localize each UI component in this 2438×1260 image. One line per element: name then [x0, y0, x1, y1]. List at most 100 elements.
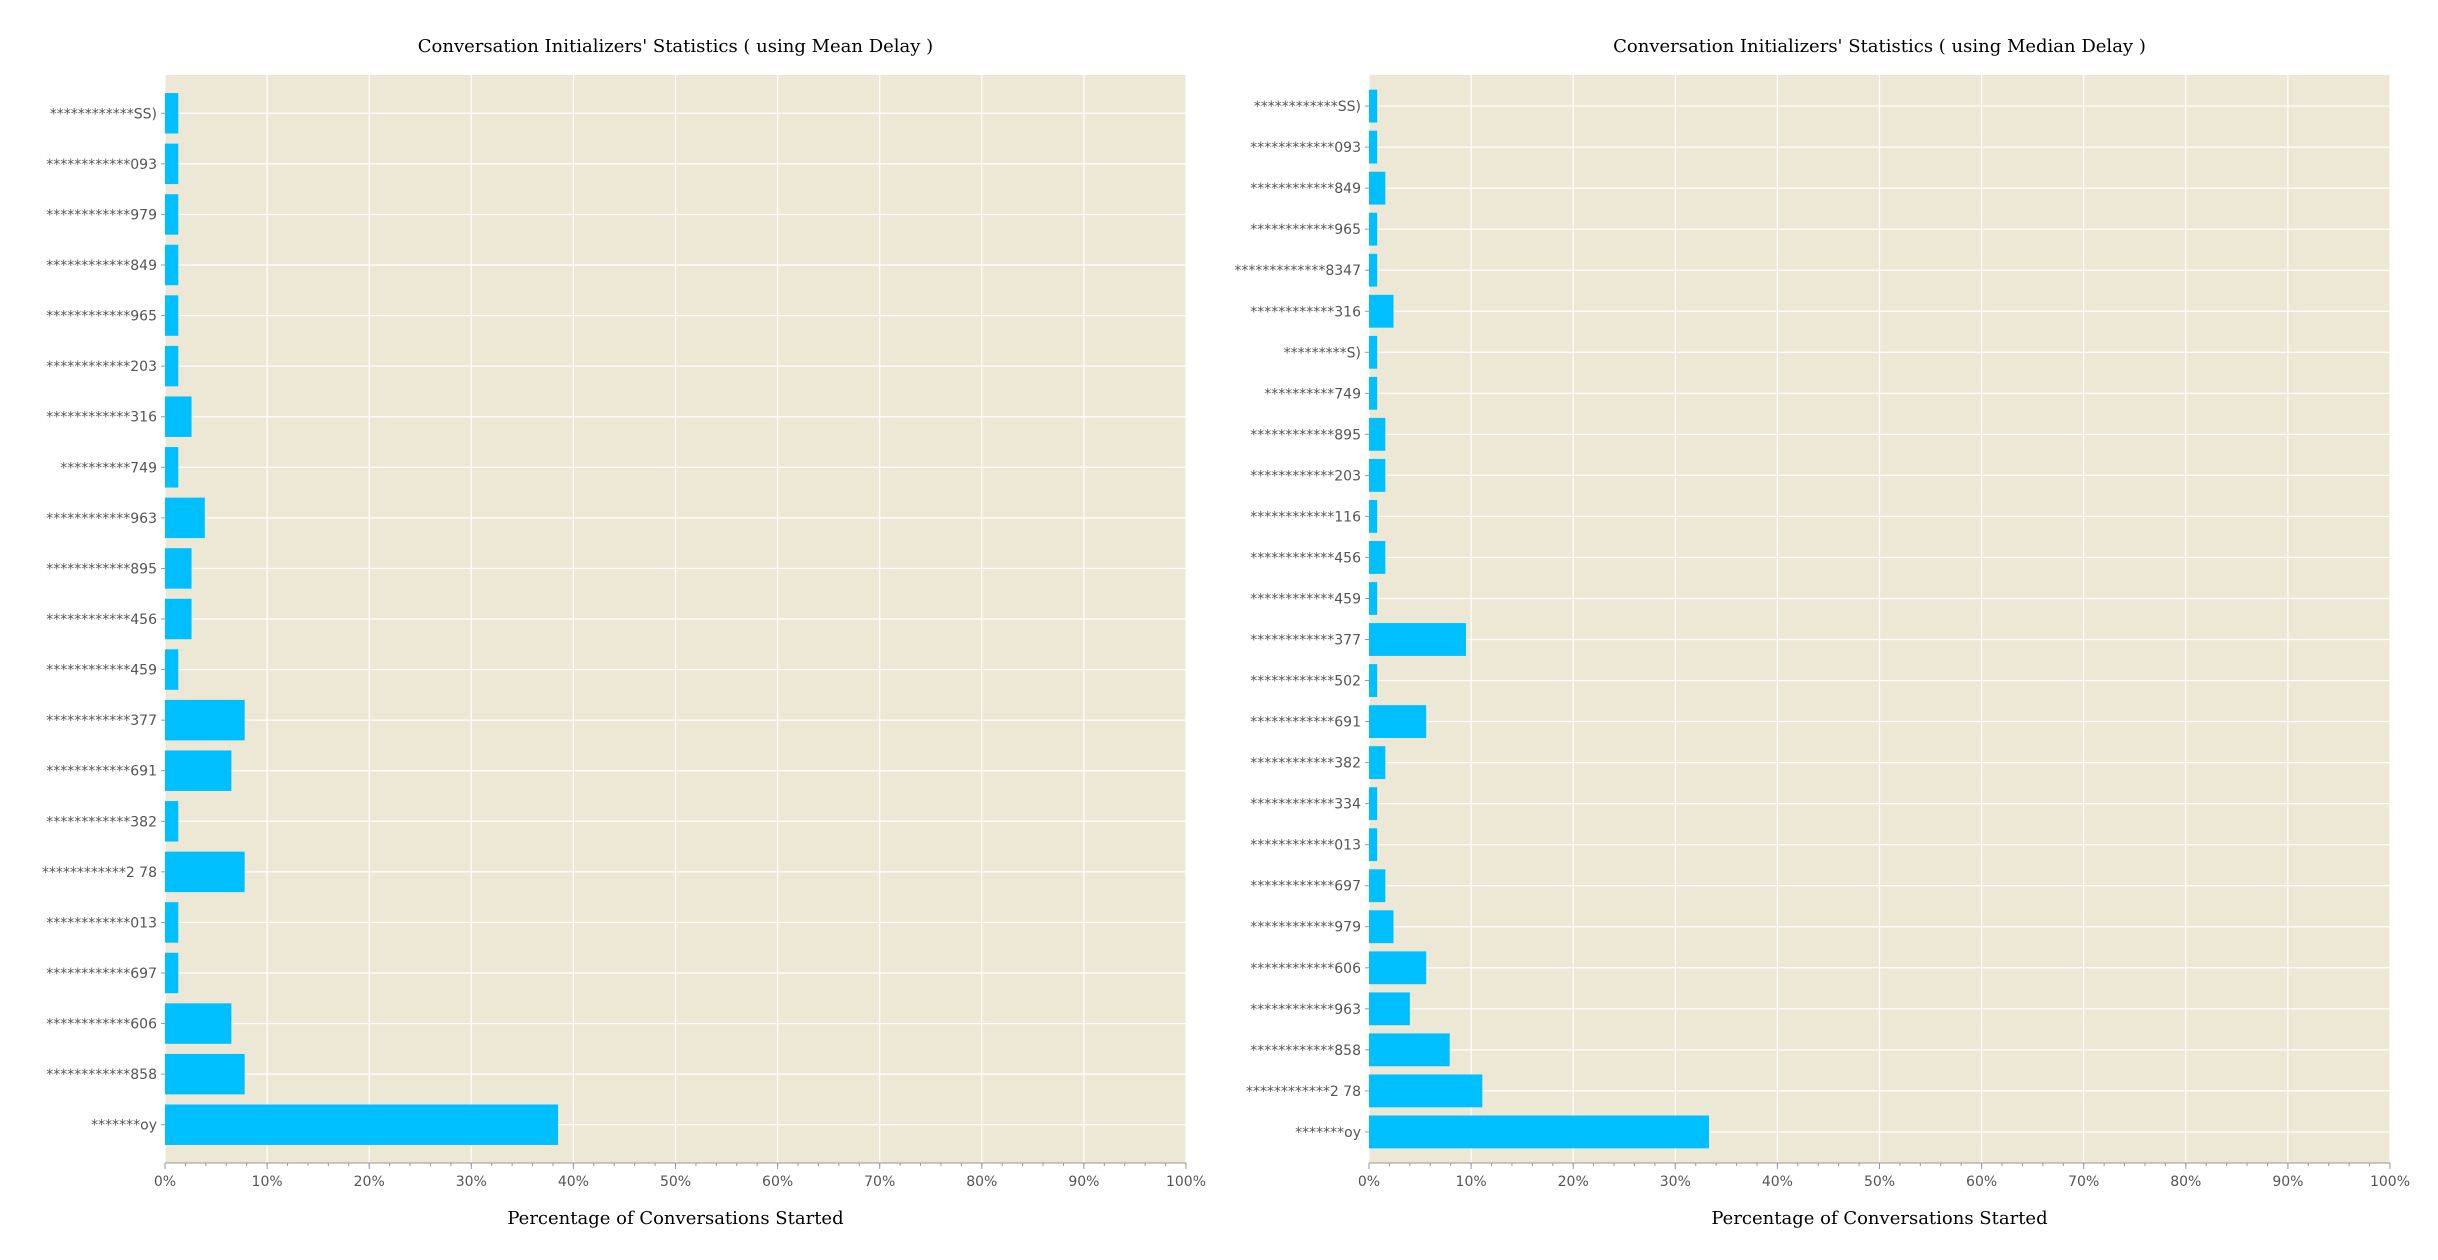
- bar: [1369, 869, 1386, 903]
- bar: [1369, 253, 1378, 287]
- bar: [1369, 458, 1386, 492]
- y-tick-label: ************116: [1250, 509, 1361, 525]
- bar: [1369, 417, 1386, 451]
- y-tick-label: **********749: [60, 460, 157, 476]
- y-tick-label: ************2 78: [1246, 1084, 1361, 1100]
- bar: [165, 801, 179, 842]
- y-tick-label: ************965: [46, 309, 157, 325]
- bar: [1369, 787, 1378, 821]
- y-tick-label: ************606: [1250, 961, 1361, 977]
- y-tick-label: ************456: [1250, 550, 1361, 566]
- x-tick-label: 0%: [1358, 1174, 1380, 1190]
- bar: [165, 143, 179, 185]
- bar: [1369, 1074, 1483, 1108]
- y-tick-label: ************SS): [1254, 99, 1361, 115]
- bar: [165, 497, 205, 539]
- bar: [1369, 582, 1378, 615]
- bar: [1369, 828, 1378, 862]
- y-tick-label: ************SS): [50, 106, 157, 122]
- bar: [165, 851, 245, 893]
- y-tick-label: ************849: [1250, 181, 1361, 197]
- bar: [1369, 541, 1386, 574]
- x-tick-label: 20%: [354, 1174, 385, 1190]
- x-tick-label: 60%: [1966, 1174, 1997, 1190]
- x-tick-label: 0%: [154, 1174, 176, 1190]
- x-tick-label: 70%: [864, 1174, 895, 1190]
- y-tick-label: ************203: [1250, 468, 1361, 484]
- bar: [1369, 1033, 1450, 1067]
- y-tick-label: ************459: [46, 663, 157, 679]
- bar: [165, 952, 179, 994]
- bar: [165, 548, 192, 589]
- y-tick-label: ************965: [1250, 222, 1361, 238]
- bar: [165, 649, 179, 690]
- bar: [165, 194, 179, 235]
- bar: [1369, 951, 1427, 985]
- bar: [165, 396, 192, 437]
- x-tick-label: 40%: [1762, 1174, 1793, 1190]
- bar: [1369, 171, 1386, 205]
- bar: [1369, 910, 1394, 944]
- y-tick-label: ************377: [46, 713, 157, 729]
- y-tick-label: ************606: [46, 1017, 157, 1033]
- bar: [165, 295, 179, 336]
- y-tick-label: ************093: [46, 157, 157, 173]
- bar: [165, 1053, 245, 1095]
- bar: [1369, 212, 1378, 246]
- bar: [1369, 623, 1466, 656]
- y-tick-label: ************382: [1250, 756, 1361, 772]
- y-tick-label: ************377: [1250, 633, 1361, 649]
- y-tick-label: ************697: [46, 966, 157, 982]
- bar: [1369, 746, 1386, 780]
- x-tick-label: 20%: [1558, 1174, 1589, 1190]
- y-tick-label: ************963: [1250, 1002, 1361, 1018]
- y-tick-label: *******oy: [91, 1118, 157, 1134]
- y-tick-label: ************316: [46, 410, 157, 426]
- y-tick-label: ************203: [46, 359, 157, 375]
- bar: [1369, 705, 1427, 738]
- y-tick-label: ************382: [46, 814, 157, 830]
- chart-title: Conversation Initializers' Statistics ( …: [418, 36, 933, 57]
- x-tick-label: 40%: [558, 1174, 589, 1190]
- y-tick-label: ************502: [1250, 674, 1361, 690]
- y-tick-label: ************691: [1250, 715, 1361, 731]
- x-tick-label: 100%: [1166, 1174, 1206, 1190]
- x-axis-label: Percentage of Conversations Started: [507, 1208, 843, 1229]
- x-tick-label: 100%: [2370, 1174, 2410, 1190]
- chart-panel-2: ************SS) ************093 **********…: [1234, 36, 2410, 1229]
- bar: [165, 1003, 232, 1044]
- y-tick-label: *******oy: [1295, 1125, 1361, 1141]
- y-tick-label: ************963: [46, 511, 157, 527]
- bar: [165, 699, 245, 741]
- chart-title: Conversation Initializers' Statistics ( …: [1613, 36, 2146, 57]
- y-tick-label: ************858: [46, 1067, 157, 1083]
- x-tick-label: 70%: [2068, 1174, 2099, 1190]
- x-tick-label: 30%: [456, 1174, 487, 1190]
- bar: [1369, 1115, 1709, 1149]
- x-tick-label: 90%: [2272, 1174, 2303, 1190]
- bar: [165, 345, 179, 387]
- x-tick-label: 50%: [660, 1174, 691, 1190]
- y-tick-label: **********749: [1264, 386, 1361, 402]
- x-axis-label: Percentage of Conversations Started: [1711, 1208, 2047, 1229]
- bar: [165, 750, 232, 791]
- y-tick-label: ************979: [1250, 920, 1361, 936]
- y-tick-label: ************895: [1250, 427, 1361, 443]
- bar: [1369, 664, 1378, 697]
- bar: [165, 902, 179, 943]
- bar: [165, 244, 179, 286]
- y-tick-label: ************334: [1250, 797, 1361, 813]
- y-tick-label: ************979: [46, 207, 157, 223]
- x-tick-label: 80%: [2170, 1174, 2201, 1190]
- y-tick-label: ************093: [1250, 140, 1361, 156]
- bar: [1369, 294, 1394, 328]
- bar: [165, 447, 179, 488]
- y-tick-label: ************456: [46, 612, 157, 628]
- bar: [165, 598, 192, 640]
- y-tick-label: ************849: [46, 258, 157, 274]
- bar: [1369, 130, 1378, 164]
- x-tick-label: 80%: [966, 1174, 997, 1190]
- x-tick-label: 50%: [1864, 1174, 1895, 1190]
